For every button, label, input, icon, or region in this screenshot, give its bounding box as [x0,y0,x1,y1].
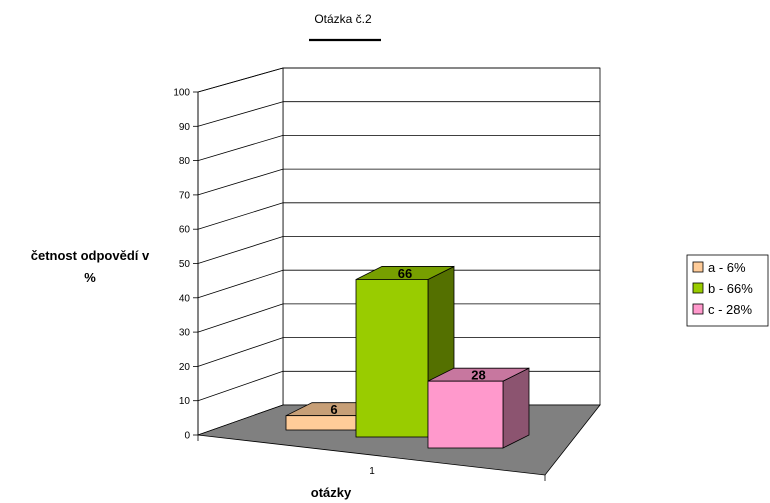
y-axis-label-line2: % [84,270,96,285]
y-tick-label-20: 20 [179,362,191,373]
y-tick-label-80: 80 [179,156,191,167]
y-tick-label-100: 100 [173,88,190,99]
bar-front-1 [285,415,357,431]
gridline-side-10 [197,370,284,402]
gridline-side-30 [197,303,284,333]
gridlines [197,67,600,402]
y-tick-label-30: 30 [179,328,191,339]
y-tick-label-0: 0 [184,431,190,442]
gridline-side-20 [197,337,284,367]
legend: a - 6% b - 66% c - 28% [686,254,769,327]
y-axis-label-line1: četnost odpovědí v [31,248,150,263]
y-tick-label-10: 10 [179,396,191,407]
gridline-side-40 [197,269,284,299]
chart-title: Otázka č.2 [314,12,372,26]
legend-label-2: b - 66% [708,281,753,296]
data-label-3: 28 [471,368,485,383]
y-tick-label-70: 70 [179,190,191,201]
chart-side-wall [197,67,284,436]
gridline-side-80 [197,135,284,161]
data-label-2: 66 [398,266,412,281]
legend-swatch-2 [692,282,704,294]
bar-front-3 [427,380,504,449]
legend-label-3: c - 28% [708,302,753,317]
y-tick-label-50: 50 [179,259,191,270]
legend-label-1: a - 6% [708,260,746,275]
gridline-side-50 [197,236,284,264]
x-tick-label: 1 [369,466,375,477]
gridline-side-90 [197,101,284,127]
bar-3 [427,367,530,449]
y-tick-label-40: 40 [179,293,191,304]
bar-front-2 [355,279,429,438]
x-axis-label: otázky [311,485,352,500]
legend-swatch-1 [692,261,704,273]
y-axis-ticks: 0 10 20 30 40 50 60 70 80 90 100 [173,88,199,442]
legend-swatch-3 [692,303,704,315]
gridline-side-70 [197,168,284,196]
y-tick-label-90: 90 [179,122,191,133]
bar-side-3 [502,367,530,449]
data-label-1: 6 [330,402,337,417]
bars [285,265,530,449]
gridline-side-100 [197,67,284,93]
gridline-side-60 [197,202,284,230]
y-tick-label-60: 60 [179,225,191,236]
